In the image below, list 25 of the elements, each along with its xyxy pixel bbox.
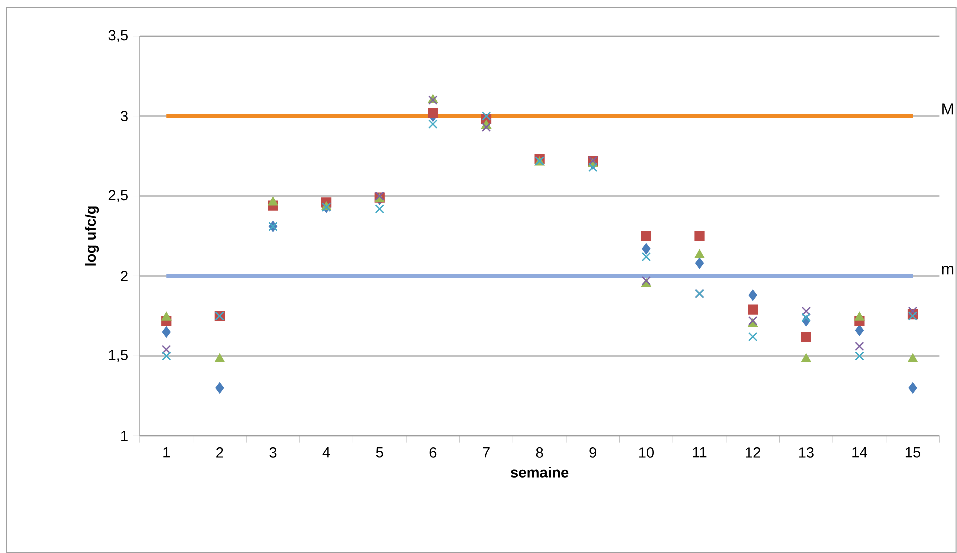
y-axis-title: log ufc/g bbox=[85, 206, 100, 266]
x-tick-label: 4 bbox=[322, 447, 330, 458]
x-tick-label: 6 bbox=[430, 447, 437, 458]
y-tick-label: 1 bbox=[122, 431, 128, 442]
x-tick-label: 15 bbox=[906, 447, 921, 458]
ref-line-label: m bbox=[942, 266, 954, 275]
x-tick-label: 8 bbox=[536, 447, 544, 458]
y-tick-label: 2 bbox=[121, 271, 128, 282]
x-tick-label: 10 bbox=[639, 447, 654, 458]
x-tick-label: 1 bbox=[164, 447, 170, 458]
x-tick-label: 7 bbox=[483, 447, 490, 458]
y-tick-label: 3 bbox=[121, 111, 128, 122]
ref-line-label: M bbox=[942, 104, 954, 115]
y-tick-label: 2,5 bbox=[108, 190, 128, 202]
x-tick-label: 5 bbox=[376, 447, 384, 458]
x-tick-label: 3 bbox=[270, 447, 277, 458]
x-tick-label: 12 bbox=[746, 447, 760, 458]
x-tick-label: 2 bbox=[216, 447, 224, 458]
x-tick-label: 9 bbox=[590, 447, 597, 458]
x-tick-label: 13 bbox=[799, 447, 814, 458]
x-tick-label: 14 bbox=[852, 447, 868, 458]
x-tick-label: 11 bbox=[693, 447, 707, 458]
x-axis-title: semaine bbox=[511, 467, 569, 478]
y-tick-label: 1,5 bbox=[109, 350, 128, 362]
y-tick-label: 3,5 bbox=[108, 30, 128, 42]
